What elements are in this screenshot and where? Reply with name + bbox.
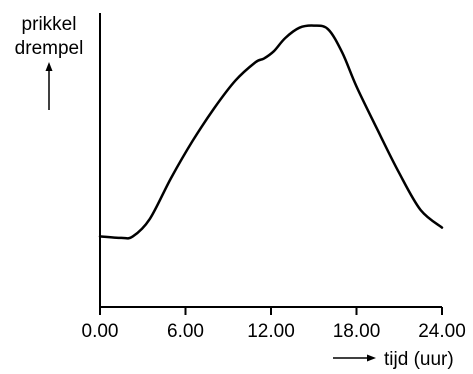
y-axis-label-line-1: prikkel bbox=[22, 14, 77, 35]
y-axis-label: prikkel drempel bbox=[15, 14, 84, 110]
x-axis-label: tijd (uur) bbox=[333, 349, 454, 370]
x-tick-label: 24.00 bbox=[418, 321, 466, 342]
x-tick-label: 12.00 bbox=[247, 321, 295, 342]
up-arrow-icon bbox=[45, 62, 53, 110]
x-axis-label-text: tijd (uur) bbox=[384, 349, 454, 370]
x-ticks: 0.00 6.00 12.00 18.00 24.00 bbox=[82, 307, 466, 342]
axes bbox=[99, 13, 442, 308]
y-axis-label-line-2: drempel bbox=[15, 38, 84, 59]
x-tick-label: 0.00 bbox=[82, 321, 119, 342]
series-line bbox=[98, 24, 444, 240]
right-arrow-icon bbox=[333, 354, 376, 362]
x-tick-label: 18.00 bbox=[333, 321, 381, 342]
x-tick-label: 6.00 bbox=[167, 321, 204, 342]
